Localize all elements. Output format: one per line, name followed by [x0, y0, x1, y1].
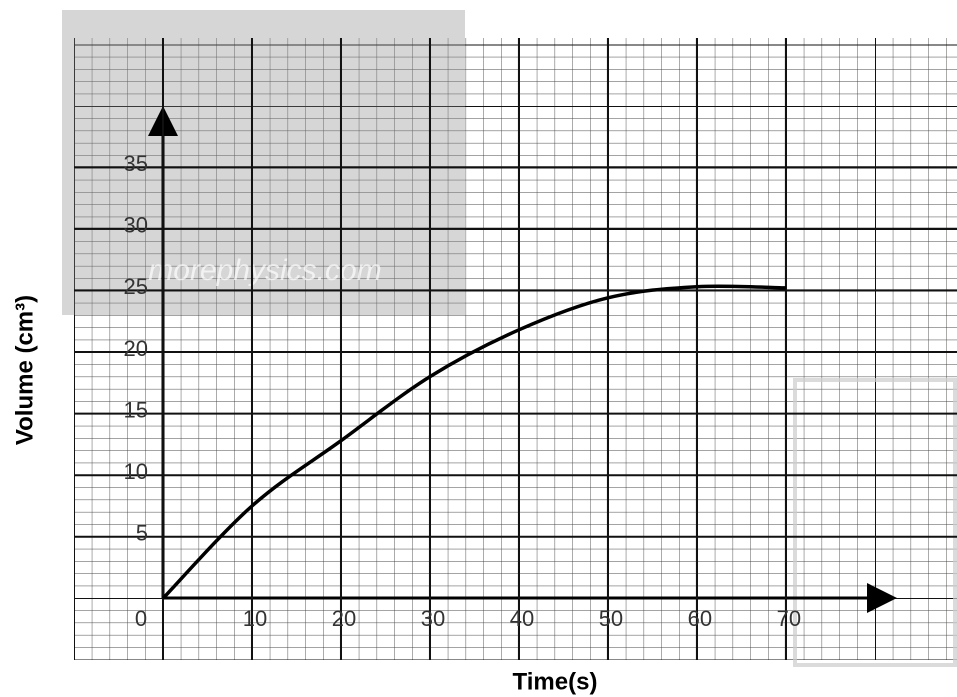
- y-tick-label: 15: [124, 397, 148, 422]
- y-tick-label: 30: [124, 213, 148, 238]
- chart: morephysics.com Time(s) Volume (cm³) 0 10…: [0, 0, 957, 697]
- x-tick-label: 30: [421, 606, 445, 631]
- y-axis-title: Volume (cm³): [11, 295, 38, 445]
- y-tick-label: 35: [124, 151, 148, 176]
- x-tick-label: 0: [135, 606, 147, 631]
- x-tick-label: 20: [332, 606, 356, 631]
- y-tick-label: 5: [136, 521, 148, 546]
- y-tick-label: 20: [124, 336, 148, 361]
- watermark: morephysics.com: [148, 254, 381, 287]
- x-tick-label: 10: [243, 606, 267, 631]
- page: morephysics.com Time(s) Volume (cm³) 0 10…: [0, 0, 957, 697]
- x-axis-title: Time(s): [513, 668, 598, 695]
- x-tick-label: 50: [599, 606, 623, 631]
- x-tick-label: 40: [510, 606, 534, 631]
- y-tick-label: 25: [124, 274, 148, 299]
- x-tick-label: 60: [688, 606, 712, 631]
- x-tick-label: 70: [777, 606, 801, 631]
- y-tick-label: 10: [124, 459, 148, 484]
